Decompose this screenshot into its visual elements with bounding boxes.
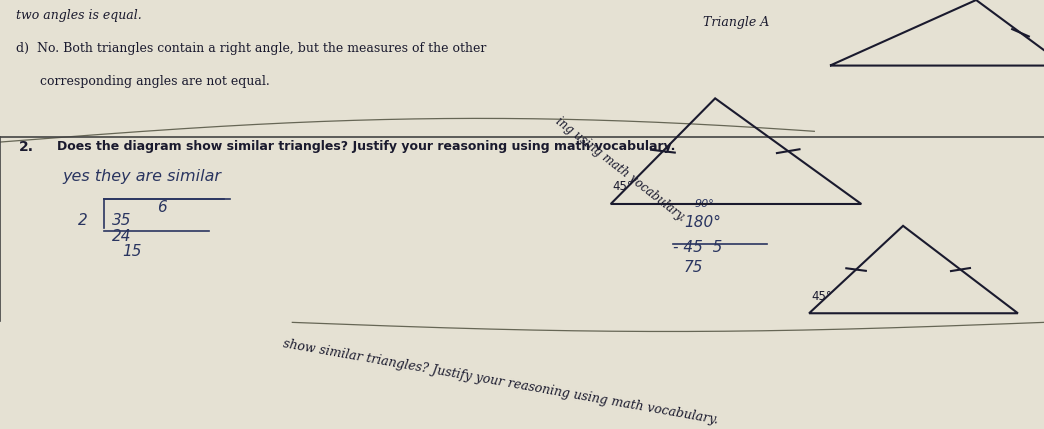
- Text: - 45  5: - 45 5: [673, 240, 722, 255]
- Text: d)  No. Both triangles contain a right angle, but the measures of the other: d) No. Both triangles contain a right an…: [16, 42, 487, 55]
- Text: 35: 35: [112, 213, 132, 228]
- Text: Triangle A: Triangle A: [703, 16, 769, 30]
- Text: corresponding angles are not equal.: corresponding angles are not equal.: [16, 75, 269, 88]
- Text: 24: 24: [112, 230, 132, 245]
- Text: 2: 2: [78, 213, 88, 228]
- Text: 45°: 45°: [613, 180, 634, 193]
- Text: 15: 15: [122, 244, 142, 259]
- Text: 6: 6: [157, 200, 167, 215]
- Text: 180°: 180°: [684, 215, 720, 230]
- Text: two angles is equal.: two angles is equal.: [16, 9, 141, 22]
- Text: 90°: 90°: [694, 199, 714, 208]
- Text: show similar triangles? Justify your reasoning using math vocabulary.: show similar triangles? Justify your rea…: [282, 337, 719, 426]
- Text: 2.: 2.: [19, 140, 33, 154]
- Text: ing using math vocabulary.: ing using math vocabulary.: [553, 115, 688, 224]
- Text: Does the diagram show similar triangles? Justify your reasoning using math vocab: Does the diagram show similar triangles?…: [57, 140, 675, 153]
- Text: 75: 75: [684, 260, 704, 275]
- Text: yes they are similar: yes they are similar: [63, 169, 221, 184]
- Text: 45°: 45°: [811, 290, 832, 303]
